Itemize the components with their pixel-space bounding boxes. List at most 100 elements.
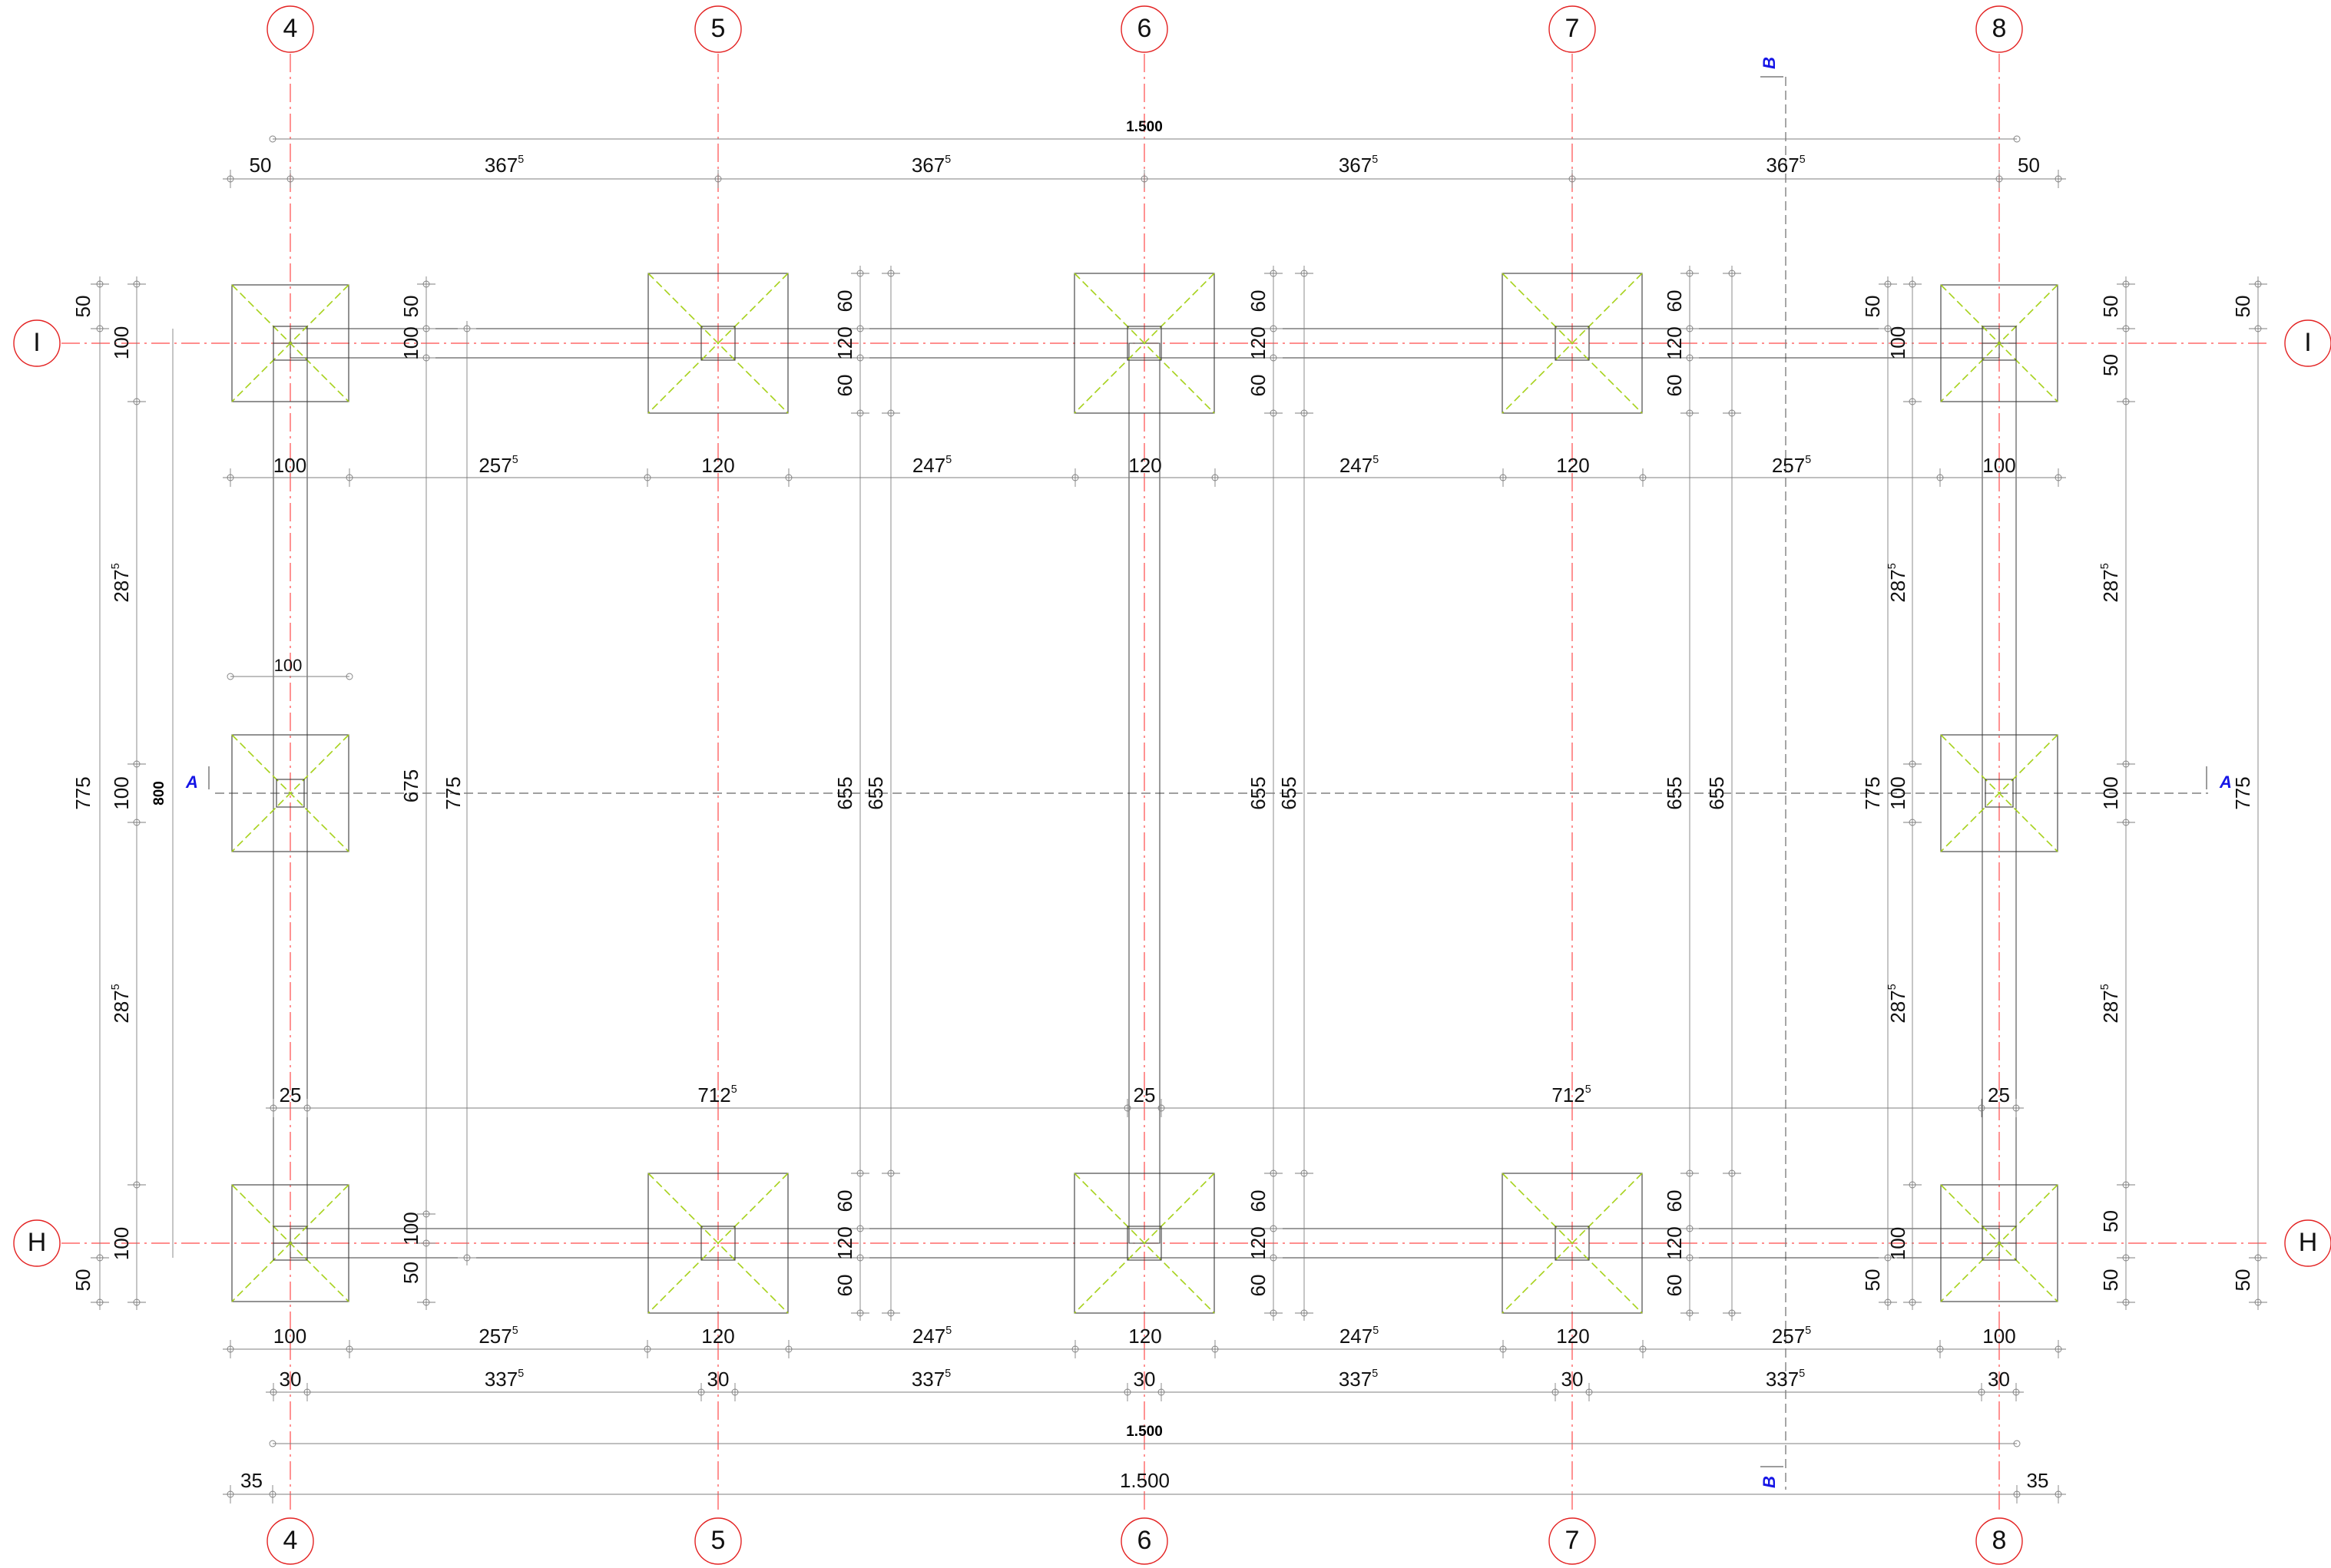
dimension-superscript: 5 (518, 1368, 524, 1380)
dimension-tick (1157, 1388, 1165, 1396)
dimension-value: 120 (1247, 326, 1270, 359)
footing-pad (231, 734, 349, 852)
mid-upper-chain-label: 2575 (478, 454, 518, 477)
dimension-tick (2122, 760, 2130, 768)
interior-chain-label: 655 (1663, 776, 1686, 809)
interior-chain-label: 120 (833, 326, 856, 359)
dimension-superscript: 5 (945, 1325, 952, 1337)
dimension-tick (1909, 819, 1916, 826)
dimension-tick (2122, 398, 2130, 405)
interior-chain-label: 120 (1663, 1226, 1686, 1259)
interior-chain-label: 60 (1663, 1190, 1686, 1212)
dimension-tick (2055, 175, 2062, 183)
dimension-tick (96, 280, 104, 288)
dimension-superscript: 5 (731, 1083, 737, 1096)
bottom-chain-1-label: 120 (1128, 1325, 1161, 1348)
dimension-value: 337 (1339, 1368, 1372, 1391)
dimension-tick (1686, 325, 1694, 332)
dimension-value: 367 (1766, 154, 1799, 177)
dimension-superscript: 5 (945, 454, 952, 466)
right-mid-chain-label: 100 (1886, 1227, 1909, 1260)
dimension-superscript: 5 (1886, 563, 1899, 569)
overall-depth-left: 800 (151, 781, 167, 806)
dimension-value: 100 (110, 1227, 133, 1260)
interior-chain-label: 60 (1663, 290, 1686, 313)
dimension-tick (227, 673, 234, 680)
dimension-tick (303, 1388, 311, 1396)
footing-pad (1940, 284, 2058, 402)
section-mark-a-right: A (2219, 772, 2232, 792)
left-mid-chain-label: 2875 (110, 984, 133, 1023)
right-edge-chain-label: 50 (2231, 1269, 2254, 1292)
dimension-value: 712 (1551, 1083, 1584, 1107)
dimension-value: 25 (280, 1083, 302, 1107)
mid-upper-chain-label: 100 (273, 454, 306, 477)
dimension-value: 60 (833, 375, 856, 397)
dimension-value: 100 (1886, 776, 1909, 809)
dimension-tick (697, 1388, 705, 1396)
dimension-value: 287 (1886, 990, 1909, 1023)
dimension-superscript: 5 (512, 1325, 518, 1337)
dimension-tick (1499, 1345, 1507, 1353)
dimension-tick (2055, 1490, 2062, 1498)
mid-upper-chain-label: 2475 (912, 454, 952, 477)
footing-pad (1074, 273, 1215, 414)
dimension-value: 775 (2231, 776, 2254, 809)
dimension-tick (714, 175, 722, 183)
bottom-chain-2-label: 3375 (1766, 1368, 1805, 1391)
dimension-tick (1071, 474, 1079, 481)
dimension-tick (1270, 1169, 1277, 1177)
dimension-tick (856, 325, 864, 332)
dimension-tick (1686, 409, 1694, 417)
mid-lower-chain-label: 7125 (1551, 1083, 1591, 1107)
dimension-tick (1568, 175, 1576, 183)
dimension-tick (1585, 1388, 1593, 1396)
dimension-tick (1936, 474, 1944, 481)
bottom-chain-1-label: 2575 (478, 1325, 518, 1348)
dimension-value: 60 (833, 290, 856, 313)
dimension-tick (1211, 1345, 1219, 1353)
dimension-value: 120 (833, 326, 856, 359)
dimension-tick (1978, 1388, 1985, 1396)
dimension-tick (422, 1210, 430, 1218)
dimension-tick (1909, 398, 1916, 405)
axis-bubble (267, 5, 314, 53)
dimension-tick (1124, 1388, 1131, 1396)
interior-chain-label: 120 (833, 1226, 856, 1259)
dimension-value: 655 (1705, 776, 1728, 809)
dimension-value: 775 (71, 776, 94, 809)
bottom-chain-1-label: 2575 (1772, 1325, 1811, 1348)
dimension-tick (1157, 1104, 1165, 1112)
dimension-value: 100 (399, 326, 422, 359)
dimension-value: 287 (2099, 569, 2122, 602)
dimension-superscript: 5 (1799, 1368, 1805, 1380)
dimension-value: 257 (1772, 454, 1805, 477)
right-outer-chain-label: 2875 (2099, 563, 2122, 602)
column-section (1555, 1226, 1590, 1261)
grid-axes: 4 4 5 5 6 6 7 7 8 8 I I H H (13, 5, 2331, 1565)
axis-label: 7 (1565, 1526, 1580, 1555)
axis-bubble (1548, 1517, 1596, 1565)
interior-chain-label: 655 (833, 776, 856, 809)
section-mark-b-top: B (1760, 57, 1779, 69)
dimension-value: 257 (478, 454, 512, 477)
dimension-tick (1270, 1254, 1277, 1262)
bottom-chain-1-label: 100 (273, 1325, 306, 1348)
dimension-tick (644, 474, 651, 481)
dimension-value: 60 (1663, 1190, 1686, 1212)
dimension-tick (856, 409, 864, 417)
dimension-value: 655 (1277, 776, 1300, 809)
dimension-superscript: 5 (2099, 984, 2111, 990)
mid-upper-chain-label: 2575 (1772, 454, 1811, 477)
dimension-value: 30 (1988, 1368, 2010, 1391)
dimension-tick (463, 325, 471, 332)
footing-diagonal (1074, 273, 1215, 414)
dimension-tick (1995, 175, 2003, 183)
dimension-tick (227, 1345, 234, 1353)
dimension-tick (1978, 1104, 1985, 1112)
left-inner-chain-label: 100 (399, 1212, 422, 1245)
mid-upper-chain-label: 2475 (1339, 454, 1379, 477)
dimension-value: 30 (707, 1368, 730, 1391)
right-mid-chain-label: 100 (1886, 776, 1909, 809)
